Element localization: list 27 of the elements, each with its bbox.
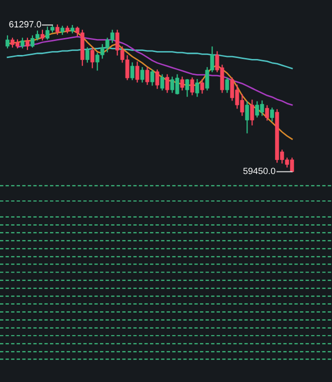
candlestick (55, 24, 60, 35)
candlestick (85, 47, 90, 63)
candlestick (150, 69, 154, 86)
candlestick (155, 69, 160, 89)
candlestick (265, 105, 270, 121)
candlestick (190, 77, 194, 96)
candlestick (195, 79, 200, 97)
candlestick (26, 38, 30, 50)
candlestick (250, 100, 254, 126)
candlestick (225, 77, 230, 93)
candlestick (185, 79, 190, 97)
candlestick (245, 101, 250, 134)
candlestick (165, 74, 170, 93)
candlestick (6, 35, 10, 48)
candlestick (160, 74, 164, 90)
annotation: 61297.0 (9, 21, 42, 28)
candlestick (40, 30, 44, 40)
candlestick (140, 67, 144, 83)
candlestick (130, 62, 134, 80)
candlestick (270, 108, 274, 122)
candlestick (180, 76, 184, 90)
annotation: 59450.0 (243, 168, 276, 174)
candlestick (135, 62, 140, 83)
candlestick (145, 67, 150, 85)
candlestick (20, 38, 24, 48)
candlestick (200, 79, 204, 94)
candlestick (90, 47, 94, 68)
